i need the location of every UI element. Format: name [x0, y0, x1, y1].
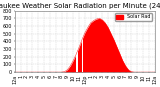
- Legend: Solar Rad: Solar Rad: [115, 13, 152, 21]
- Title: Milwaukee Weather Solar Radiation per Minute (24 Hours): Milwaukee Weather Solar Radiation per Mi…: [0, 3, 160, 9]
